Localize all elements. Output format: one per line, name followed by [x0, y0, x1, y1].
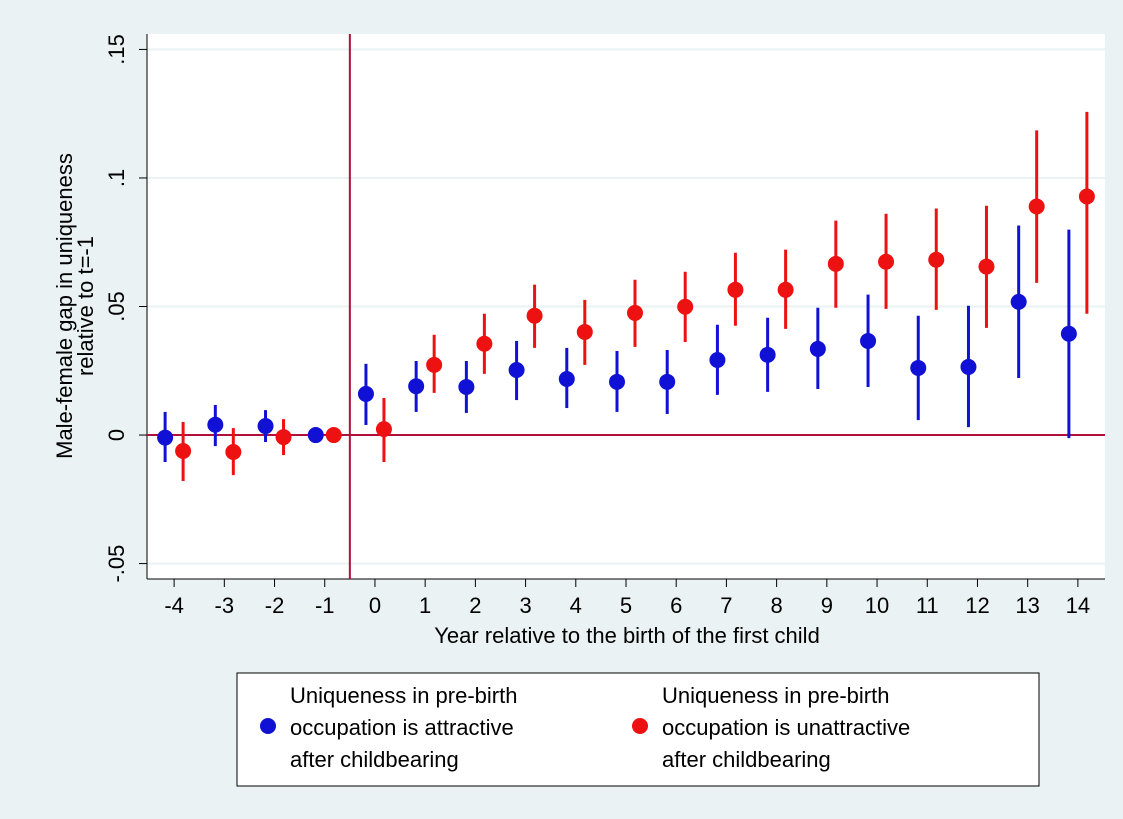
x-tick-label: 14 [1066, 593, 1090, 618]
point [709, 351, 726, 368]
point [476, 335, 493, 352]
y-tick-label: .1 [104, 169, 129, 187]
x-tick-label: -3 [215, 593, 235, 618]
point [860, 332, 877, 349]
point [576, 323, 593, 340]
x-tick-label: 7 [720, 593, 732, 618]
y-tick-label: -.05 [104, 545, 129, 583]
point [827, 255, 844, 272]
point [777, 281, 794, 298]
x-tick-label: -4 [164, 593, 184, 618]
point [1028, 198, 1045, 215]
point [1060, 325, 1077, 342]
point [558, 370, 575, 387]
point [978, 258, 995, 275]
point [207, 416, 224, 433]
x-tick-label: 4 [570, 593, 582, 618]
point [225, 444, 242, 461]
point [627, 304, 643, 321]
x-axis-label: Year relative to the birth of the first … [434, 623, 820, 648]
x-tick-label: -1 [315, 593, 335, 618]
y-tick-label: .15 [104, 34, 129, 65]
point [408, 378, 425, 395]
y-tick-label: .05 [104, 291, 129, 322]
point [526, 307, 543, 324]
x-tick-label: 2 [469, 593, 481, 618]
legend-marker [632, 718, 648, 734]
point [928, 251, 945, 268]
x-tick-label: 12 [965, 593, 989, 618]
x-tick-label: 9 [821, 593, 833, 618]
legend-label: Uniqueness in pre-birth occupation is at… [290, 683, 518, 772]
point [759, 346, 776, 363]
point [426, 356, 443, 373]
point [659, 373, 676, 390]
point [157, 429, 174, 446]
x-tick-label: 11 [916, 593, 939, 618]
x-tick-label: 8 [771, 593, 783, 618]
legend-marker [260, 718, 276, 734]
point [275, 429, 292, 446]
x-tick-label: 0 [369, 593, 381, 618]
x-tick-label: 1 [419, 593, 431, 618]
legend-label: Uniqueness in pre-birth occupation is un… [662, 683, 911, 772]
point [458, 378, 475, 395]
x-tick-label: 10 [865, 593, 889, 618]
x-tick-label: 5 [620, 593, 632, 618]
point [325, 427, 342, 444]
y-tick-label: 0 [104, 429, 129, 441]
x-tick-label: 6 [670, 593, 682, 618]
point [960, 358, 977, 375]
point [677, 298, 694, 315]
point [357, 385, 374, 402]
x-tick-label: -2 [265, 593, 285, 618]
point [257, 418, 274, 435]
x-tick-label: 3 [519, 593, 531, 618]
x-tick-label: 13 [1015, 593, 1039, 618]
y-axis-label: Male-female gap in uniqueness relative t… [52, 153, 98, 459]
point [609, 373, 625, 390]
point [727, 281, 744, 298]
point [175, 442, 192, 459]
point [307, 427, 324, 444]
point [878, 253, 895, 270]
point [375, 421, 392, 438]
point [809, 340, 826, 357]
point [1010, 293, 1027, 310]
point [910, 359, 927, 376]
point [508, 361, 525, 378]
point [1078, 188, 1095, 205]
